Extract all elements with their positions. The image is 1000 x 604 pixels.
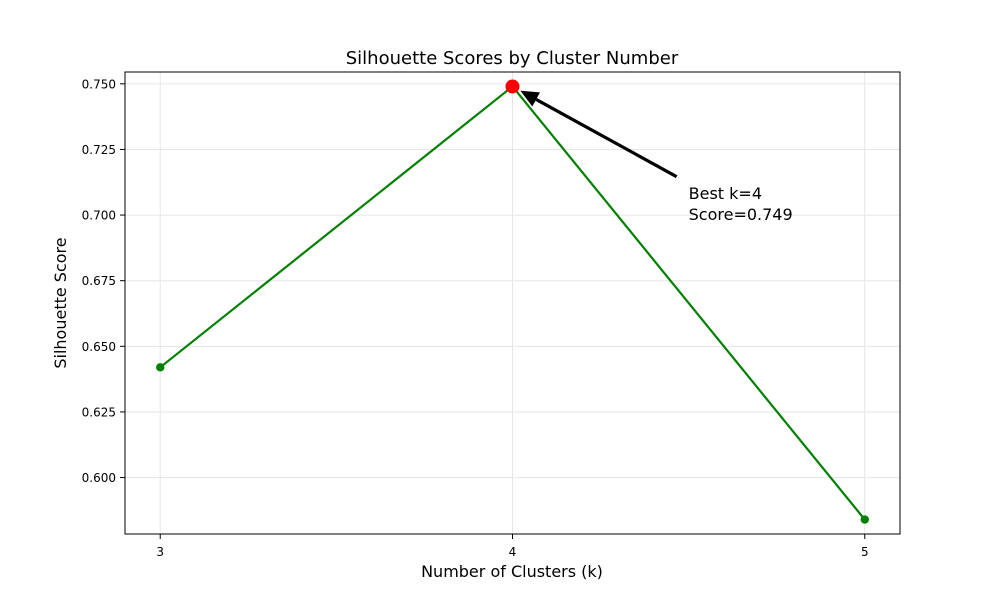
- grid: [125, 72, 900, 534]
- y-tick-label: 0.650: [82, 340, 116, 354]
- y-tick-label: 0.600: [82, 471, 116, 485]
- y-tick-label: 0.725: [82, 143, 116, 157]
- annotation-layer: [505, 79, 678, 179]
- annotation-text: Best k=4 Score=0.749: [689, 184, 793, 224]
- axes: 3 4 5 0.600 0.625 0.650 0.675 0.700 0.725 0.750: [82, 71, 901, 559]
- annotation-arrow-head: [520, 90, 541, 107]
- x-axis-label: Number of Clusters (k): [421, 562, 603, 581]
- best-point-marker: [505, 79, 520, 94]
- y-tick-label: 0.750: [82, 77, 116, 91]
- annotation-arrow-shaft: [535, 98, 678, 179]
- y-tick-label: 0.700: [82, 209, 116, 223]
- annotation-line-best-k: Best k=4: [689, 184, 762, 203]
- x-tick-label: 3: [156, 545, 164, 559]
- y-tick-label: 0.625: [82, 405, 116, 419]
- data-point: [156, 363, 165, 372]
- chart-title: Silhouette Scores by Cluster Number: [346, 48, 679, 69]
- y-tick-label: 0.675: [82, 274, 116, 288]
- x-tick-label: 4: [509, 545, 517, 559]
- annotation-line-score: Score=0.749: [689, 205, 793, 224]
- x-tick-label: 5: [861, 545, 869, 559]
- y-axis-label: Silhouette Score: [51, 237, 70, 368]
- data-point: [860, 515, 869, 524]
